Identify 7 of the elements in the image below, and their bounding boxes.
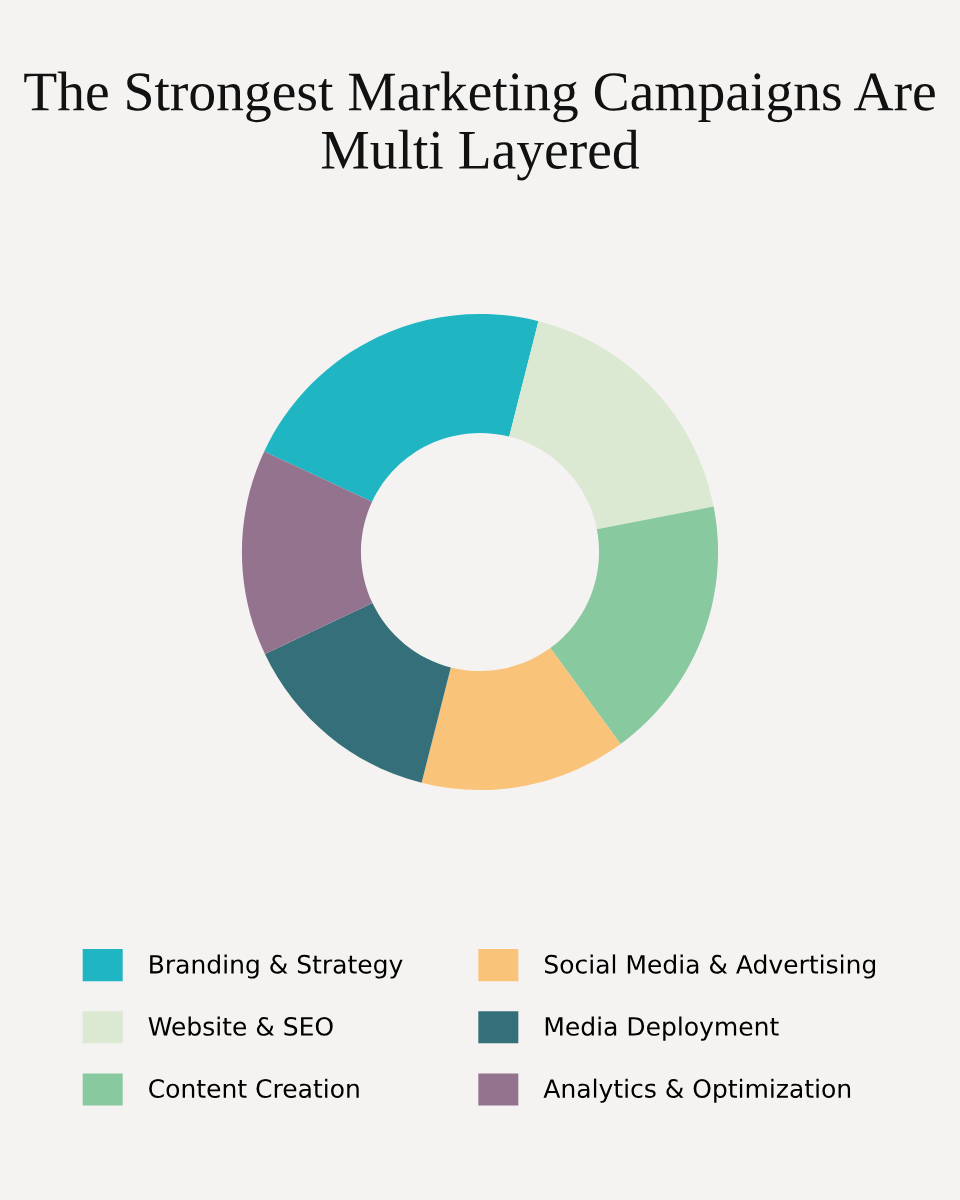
legend-label: Branding & Strategy [150,954,403,979]
chart-title: The Strongest Marketing Campaigns Are Multi Layered [24,71,935,181]
legend-label: Media Deployment [545,1016,779,1041]
legend-label: Website & SEO [148,1016,333,1036]
legend-label: Social Media & Advertising [544,954,876,979]
legend-label: Analytics & Optimization [543,1078,851,1103]
legend-label: Content Creation [149,1078,359,1098]
